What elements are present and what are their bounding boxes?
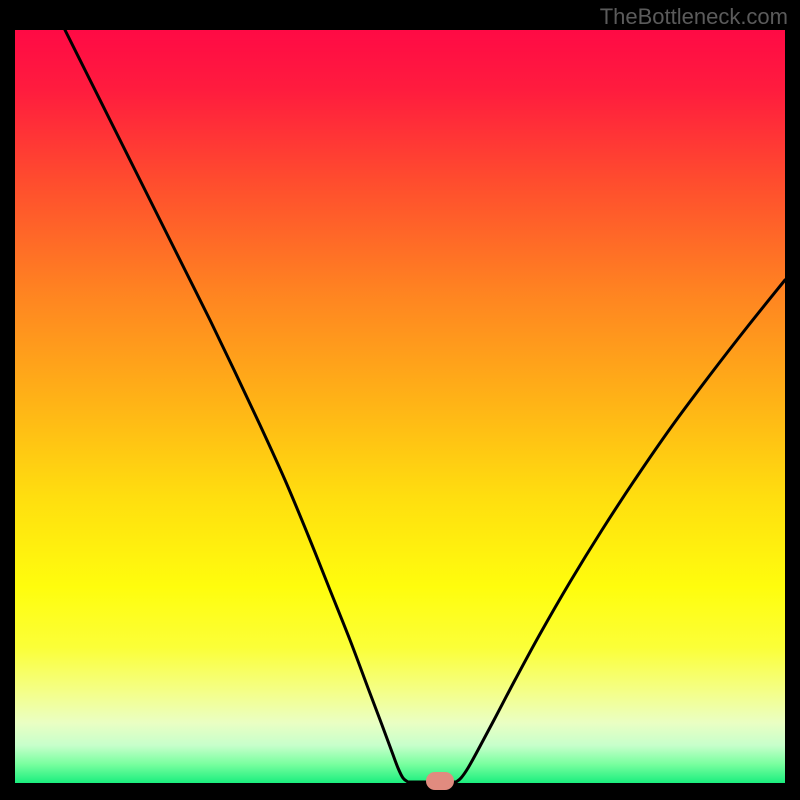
chart-stage: TheBottleneck.com [0, 0, 800, 800]
bottleneck-curve [0, 0, 800, 800]
watermark-text: TheBottleneck.com [600, 4, 788, 30]
optimal-point-marker [426, 772, 454, 790]
